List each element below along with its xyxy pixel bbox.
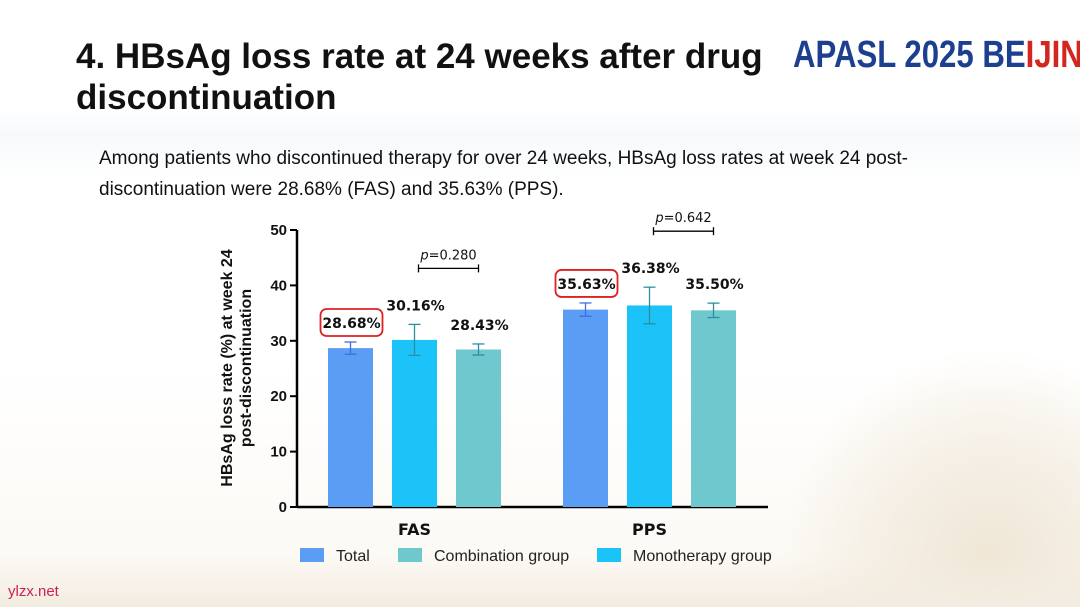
- legend-label: Combination group: [434, 548, 569, 565]
- y-axis-label: HBsAg loss rate (%) at week 24 post-disco…: [219, 249, 255, 487]
- apasl-logo: APASL 2025 BEIJING: [793, 34, 1080, 77]
- data-label: 36.38%: [621, 261, 679, 277]
- legend-swatch: [597, 548, 621, 562]
- legend-swatch: [398, 548, 422, 562]
- legend-label: Monotherapy group: [633, 548, 772, 565]
- data-label: 30.16%: [386, 298, 444, 314]
- y-tick-label: 40: [270, 277, 287, 294]
- y-tick-label: 0: [279, 499, 287, 516]
- data-label: 35.63%: [557, 277, 615, 293]
- bar-fas-monotherapy-group: [392, 339, 437, 507]
- legend-label: Total: [336, 548, 370, 565]
- background-bottom: [0, 557, 1080, 607]
- p-value-label: p=0.280: [419, 248, 476, 263]
- bar-pps-total: [563, 309, 608, 507]
- data-label: 28.68%: [322, 316, 380, 332]
- bar-pps-combination-group: [691, 310, 736, 507]
- logo-text: APASL 2025 BE: [793, 34, 1026, 76]
- highlight-box: [319, 308, 384, 337]
- y-tick-label: 10: [270, 444, 287, 461]
- highlight-box: [554, 269, 619, 298]
- bar-pps-monotherapy-group: [627, 305, 672, 507]
- legend-swatch: [300, 548, 324, 562]
- x-tick-label: PPS: [632, 520, 667, 539]
- watermark: ylzx.net: [8, 583, 59, 600]
- y-tick-label: 20: [270, 388, 287, 405]
- y-tick-label: 30: [270, 333, 287, 350]
- data-label: 35.50%: [685, 277, 743, 293]
- x-tick-label: FAS: [398, 520, 431, 539]
- y-tick-label: 50: [270, 222, 287, 239]
- bar-fas-total: [328, 348, 373, 507]
- slide-subtitle: Among patients who discontinued therapy …: [99, 148, 908, 200]
- slide-title: 4. HBsAg loss rate at 24 weeks after dru…: [76, 37, 763, 117]
- data-label: 28.43%: [450, 318, 508, 334]
- logo-text-beijing: IJING: [1025, 34, 1080, 76]
- p-value-label: p=0.642: [654, 211, 711, 226]
- bar-fas-combination-group: [456, 349, 501, 507]
